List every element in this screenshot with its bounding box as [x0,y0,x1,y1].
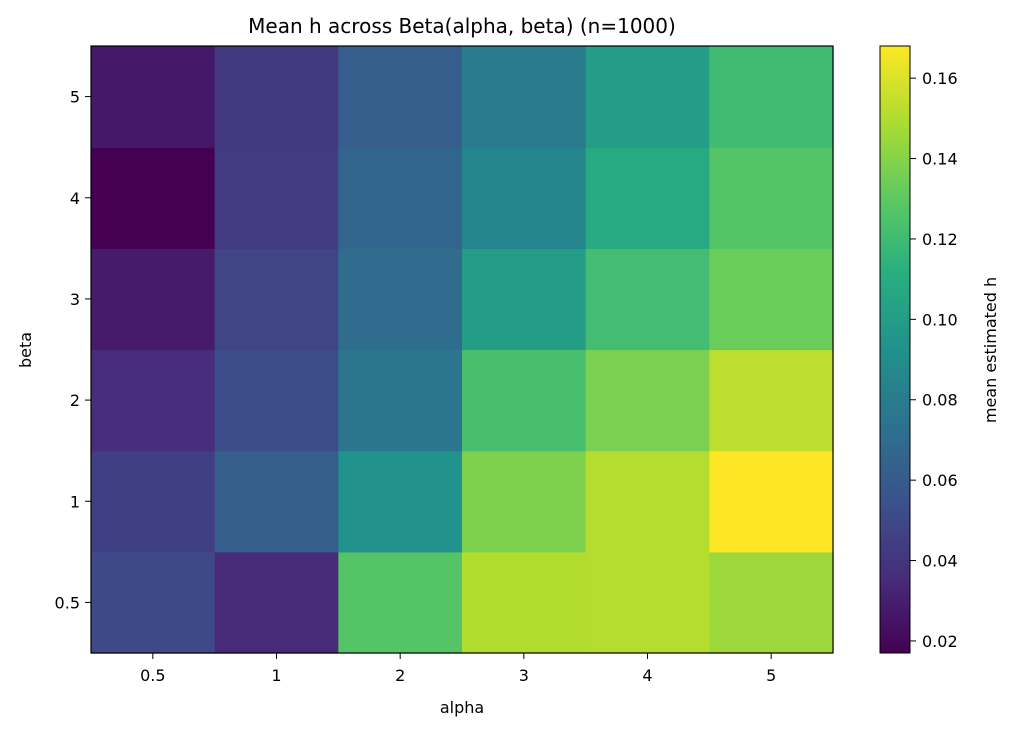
colorbar-label: mean estimated h [981,277,1000,423]
colorbar-tick-label: 0.02 [922,632,958,651]
heatmap-cell-alpha-2-beta-1 [338,450,463,553]
y-axis-label: beta [16,332,35,368]
x-tick-label: 3 [519,666,529,685]
heatmap-cell-alpha-0.5-beta-1 [91,450,216,553]
heatmap-cell-alpha-2-beta-5 [338,46,463,148]
heatmap-cell-alpha-4-beta-0.5 [585,551,710,654]
heatmap-cell-alpha-0.5-beta-2 [91,349,216,452]
heatmap-cells [91,46,834,654]
y-tick-label: 5 [70,88,80,107]
heatmap-cell-alpha-1-beta-5 [214,46,339,148]
heatmap-cell-alpha-0.5-beta-3 [91,248,216,351]
heatmap-cell-alpha-2-beta-2 [338,349,463,452]
heatmap-cell-alpha-5-beta-1 [709,450,834,553]
heatmap-cell-alpha-4-beta-1 [585,450,710,553]
chart-title: Mean h across Beta(alpha, beta) (n=1000) [248,14,676,38]
x-tick-label: 1 [271,666,281,685]
heatmap-cell-alpha-3-beta-5 [462,46,587,148]
heatmap-cell-alpha-4-beta-5 [585,46,710,148]
heatmap-cell-alpha-4-beta-4 [585,147,710,249]
colorbar-ticks: 0.02 0.04 0.06 0.08 0.10 0.12 0.14 0.16 [910,69,958,651]
heatmap-cell-alpha-3-beta-4 [462,147,587,249]
y-tick-label: 2 [70,391,80,410]
heatmap-cell-alpha-4-beta-3 [585,248,710,351]
y-tick-label: 0.5 [55,593,80,612]
colorbar-tick-label: 0.08 [922,391,958,410]
x-tick-label: 4 [642,666,652,685]
y-tick-label: 4 [70,189,80,208]
heatmap-cell-alpha-2-beta-0.5 [338,551,463,654]
heatmap-cell-alpha-5-beta-4 [709,147,834,249]
heatmap-cell-alpha-1-beta-0.5 [214,551,339,654]
heatmap-cell-alpha-4-beta-2 [585,349,710,452]
heatmap-cell-alpha-5-beta-0.5 [709,551,834,654]
heatmap-cell-alpha-1-beta-1 [214,450,339,553]
heatmap-cell-alpha-5-beta-3 [709,248,834,351]
colorbar-tick-label: 0.16 [922,69,958,88]
colorbar [879,45,911,654]
x-tick-label: 2 [395,666,405,685]
x-tick-label: 0.5 [140,666,165,685]
heatmap-cell-alpha-3-beta-0.5 [462,551,587,654]
heatmap-cell-alpha-5-beta-2 [709,349,834,452]
heatmap-cell-alpha-1-beta-3 [214,248,339,351]
plot-frame [90,45,834,654]
heatmap-cell-alpha-1-beta-2 [214,349,339,452]
colorbar-tick-label: 0.10 [922,310,958,329]
heatmap-cell-alpha-5-beta-5 [709,46,834,148]
heatmap-cell-alpha-1-beta-4 [214,147,339,249]
heatmap-cell-alpha-2-beta-4 [338,147,463,249]
y-axis-ticks: 0.5 1 2 3 4 5 [55,88,91,612]
colorbar-tick-label: 0.14 [922,150,958,169]
heatmap-cell-alpha-3-beta-3 [462,248,587,351]
heatmap-cell-alpha-3-beta-2 [462,349,587,452]
x-tick-label: 5 [766,666,776,685]
heatmap-cell-alpha-3-beta-1 [462,450,587,553]
x-axis-ticks: 0.5 1 2 3 4 5 [140,653,776,685]
x-axis-label: alpha [440,698,484,717]
heatmap-cell-alpha-0.5-beta-4 [91,147,216,249]
heatmap-cell-alpha-0.5-beta-5 [91,46,216,148]
colorbar-tick-label: 0.04 [922,552,958,571]
y-tick-label: 1 [70,492,80,511]
colorbar-tick-label: 0.12 [922,230,958,249]
colorbar-tick-label: 0.06 [922,471,958,490]
heatmap-cell-alpha-0.5-beta-0.5 [91,551,216,654]
heatmap-cell-alpha-2-beta-3 [338,248,463,351]
y-tick-label: 3 [70,290,80,309]
